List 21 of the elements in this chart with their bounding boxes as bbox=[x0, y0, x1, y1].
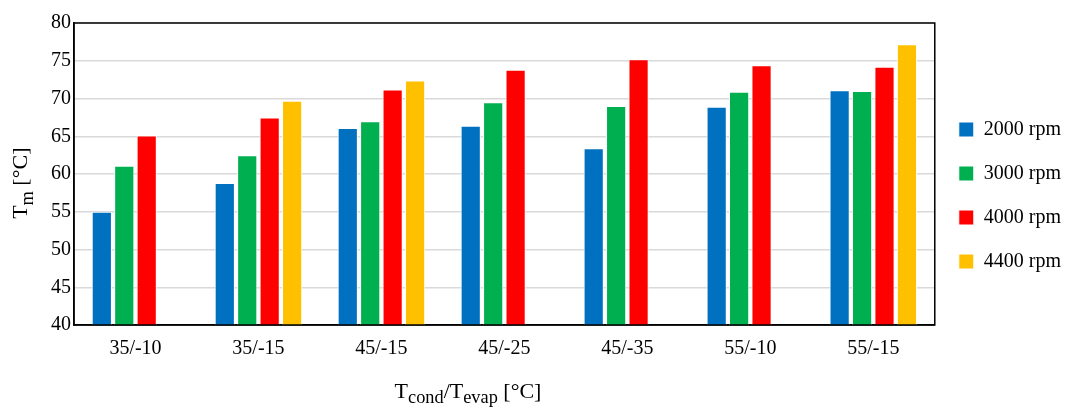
y-tick-label: 70 bbox=[51, 85, 71, 108]
y-tick-label: 50 bbox=[51, 236, 71, 259]
x-axis-title: T$_{cond}$/T$_{evap}$ [°C] bbox=[393, 378, 543, 409]
legend-label: 4000 rpm bbox=[983, 204, 1062, 228]
y-tick-label: 75 bbox=[51, 48, 71, 70]
x-tick-label: 45/-35 bbox=[601, 336, 654, 359]
y-tick-label: 45 bbox=[51, 274, 71, 297]
y-tick-label: 40 bbox=[51, 312, 71, 335]
legend-label: 3000 rpm bbox=[983, 160, 1062, 184]
y-tick-label: 60 bbox=[51, 161, 71, 184]
y-tick-label: 55 bbox=[51, 199, 71, 221]
y-tick-label: 65 bbox=[51, 123, 71, 146]
x-tick-label: 45/-15 bbox=[355, 336, 408, 359]
legend-label: 4400 rpm bbox=[983, 248, 1062, 272]
x-tick-label: 55/-10 bbox=[724, 336, 777, 359]
x-tick-label: 55/-15 bbox=[847, 336, 900, 359]
x-tick-label: 35/-15 bbox=[232, 336, 285, 359]
y-tick-label: 80 bbox=[51, 10, 71, 33]
x-tick-label: 45/-25 bbox=[478, 336, 531, 359]
legend-label: 2000 rpm bbox=[983, 116, 1062, 140]
x-tick-label: 35/-10 bbox=[109, 336, 162, 359]
